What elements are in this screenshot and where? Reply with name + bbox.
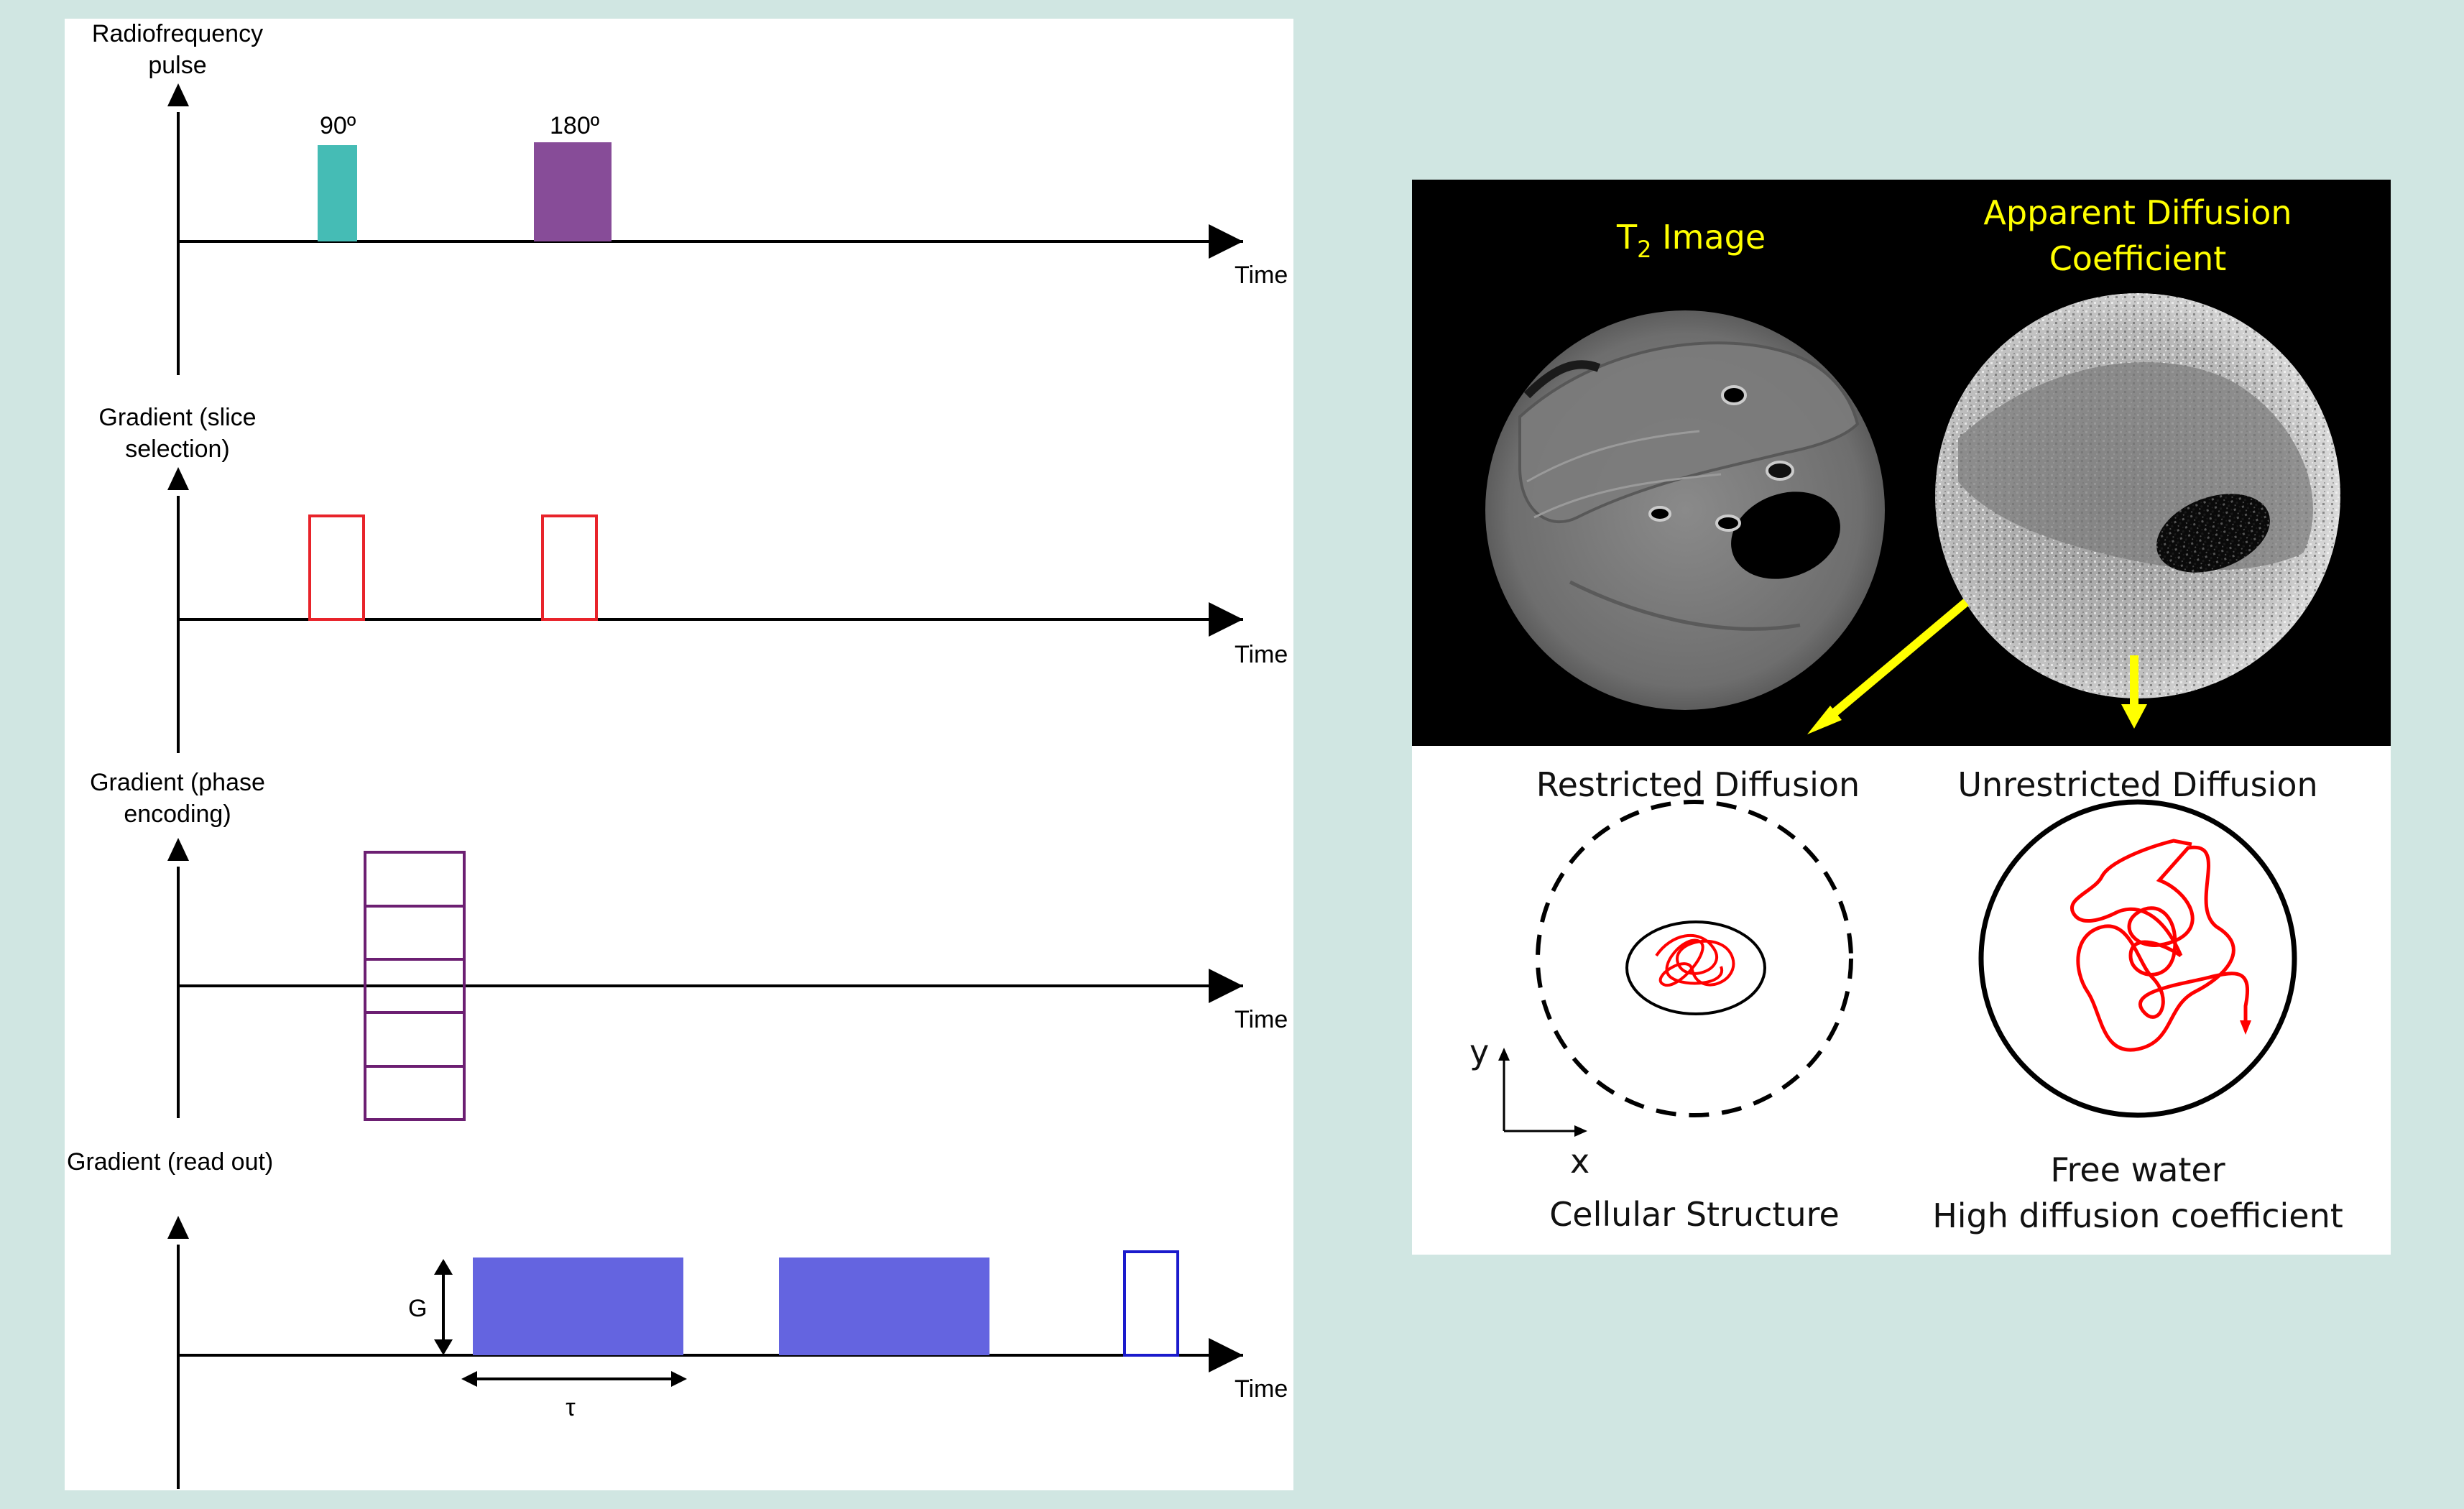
pulse-sequence-diagram: Radiofrequency pulse Time 90º 180º Gradi…	[67, 20, 1288, 1489]
unrestricted-pointer-arrowhead	[2121, 704, 2147, 729]
readout-gradient-outline-pulse	[1123, 1250, 1179, 1357]
rf-time-arrowhead	[1209, 224, 1243, 259]
t2-mri-image	[1485, 310, 1885, 710]
pulse-90-label: 90º	[320, 112, 356, 139]
g-label: G	[408, 1295, 427, 1322]
unrestricted-diffusion-title: Unrestricted Diffusion	[1957, 765, 2317, 804]
phase-time-label: Time	[1235, 1006, 1288, 1033]
unrestricted-caption-line1: Free water	[2050, 1150, 2225, 1189]
phase-label-line2: encoding)	[124, 800, 231, 828]
tau-arrow-right	[671, 1371, 687, 1387]
rf-label-line2: pulse	[148, 52, 206, 79]
adc-mri-image	[1935, 293, 2340, 698]
phase-gradient-outline	[364, 851, 466, 1121]
g-arrow-top	[434, 1259, 453, 1275]
restricted-random-walk	[1655, 934, 1735, 987]
slice-label-line1: Gradient (slice	[98, 404, 256, 431]
adc-title-line2: Coefficient	[2049, 239, 2227, 278]
rf-label-line1: Radiofrequency	[92, 20, 263, 47]
slice-gradient-pulse-1	[308, 514, 365, 621]
mri-images: T2 Image Apparent Diffusion Coefficient	[1485, 193, 2340, 734]
g-arrow-bottom	[434, 1339, 453, 1355]
tau-label: τ	[566, 1394, 576, 1421]
restricted-pointer-arrowhead	[1807, 706, 1842, 734]
pulse-180-bar	[534, 142, 612, 241]
restricted-pointer-arrow	[1819, 599, 1969, 726]
axis-x-label: x	[1570, 1142, 1589, 1181]
unrestricted-caption-line2: High diffusion coefficient	[1932, 1196, 2343, 1235]
walk-end-arrowhead	[2240, 1020, 2251, 1035]
readout-gradient-lobe-1	[473, 1258, 683, 1355]
phase-time-arrowhead	[1209, 969, 1243, 1003]
restricted-caption: Cellular Structure	[1549, 1195, 1840, 1234]
diffusion-schematic: Restricted Diffusion Unrestricted Diffus…	[1469, 765, 2343, 1235]
readout-y-arrowhead	[167, 1216, 189, 1239]
slice-label-line2: selection)	[125, 435, 230, 463]
adc-title-line1: Apparent Diffusion	[1983, 193, 2292, 232]
restricted-boundary-circle	[1536, 800, 1853, 1117]
x-axis-arrowhead	[1574, 1125, 1587, 1137]
readout-time-arrowhead	[1209, 1338, 1243, 1372]
slice-time-label: Time	[1235, 641, 1288, 668]
phase-gradient-table	[364, 851, 466, 1121]
phase-label-line1: Gradient (phase	[90, 769, 265, 796]
cell-membrane-ellipse	[1625, 920, 1766, 1015]
tau-arrow-left	[461, 1371, 477, 1387]
axis-y-label: y	[1469, 1033, 1489, 1071]
unrestricted-boundary-circle	[1978, 799, 2297, 1118]
slice-gradient-pulse-2	[541, 514, 598, 621]
pulse-90-bar	[318, 145, 357, 241]
unrestricted-random-walk	[2070, 839, 2250, 1052]
restricted-diffusion-title: Restricted Diffusion	[1536, 765, 1860, 804]
readout-gradient-lobe-2	[779, 1258, 989, 1355]
rf-y-arrowhead	[167, 83, 189, 106]
y-axis-arrowhead	[1498, 1048, 1510, 1061]
slice-time-arrowhead	[1209, 602, 1243, 637]
t2-title: T2 Image	[1616, 218, 1766, 263]
diffusion-panel: T2 Image Apparent Diffusion Coefficient	[1412, 180, 2391, 1255]
slice-y-arrowhead	[167, 467, 189, 490]
pulse-sequence-panel: Radiofrequency pulse Time 90º 180º Gradi…	[65, 19, 1293, 1490]
pulse-180-label: 180º	[550, 112, 599, 139]
readout-time-label: Time	[1235, 1375, 1288, 1403]
mri-image-area: T2 Image Apparent Diffusion Coefficient	[1412, 180, 2391, 746]
phase-y-arrowhead	[167, 838, 189, 861]
rf-time-label: Time	[1235, 262, 1288, 289]
readout-label: Gradient (read out)	[67, 1148, 273, 1176]
